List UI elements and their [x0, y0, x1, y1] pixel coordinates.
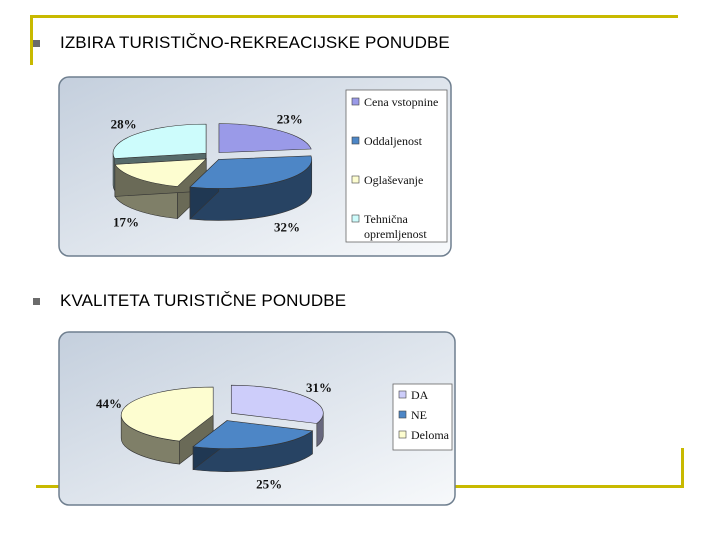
chart-1-legend-cena-vstopnine: Cena vstopnine: [364, 95, 438, 109]
bullet-1-icon: [33, 40, 40, 47]
chart-1-svg: 23% 32% 17% 28% Cena vstopnine Oddaljenost Og…: [58, 76, 452, 257]
chart-1-label-oglasevanje: 17%: [113, 215, 139, 230]
decorative-right-line: [681, 448, 684, 488]
chart-2-legend-swatch-deloma: [398, 430, 407, 439]
chart-1-slice-cena-vstopnine: [218, 123, 312, 153]
chart-1-legend-oddaljenost: Oddaljenost: [364, 134, 423, 148]
chart-1-label-tehnicna-opremljenost: 28%: [111, 116, 137, 131]
chart-2: 31% 25% 44% DA NE Deloma: [58, 331, 458, 508]
chart-1-legend-swatch-oglasevanje: [351, 175, 360, 184]
chart-1-legend-tehnicna-opremljenost: Tehnična opremljenost: [364, 212, 427, 241]
chart-1-label-cena-vstopnine: 23%: [277, 112, 303, 127]
chart-1-slice-oglasevanje: [114, 158, 208, 220]
chart-2-label-ne: 25%: [256, 476, 282, 491]
chart-2-label-deloma: 44%: [96, 396, 122, 411]
decorative-top-line: [30, 15, 678, 18]
bullet-2-icon: [33, 298, 40, 305]
chart-2-background: [58, 331, 456, 506]
chart-2-label-da: 31%: [306, 380, 332, 395]
chart-2-slice-deloma: [120, 386, 214, 465]
chart-1-legend-swatch-tehnicna-opremljenost: [351, 214, 360, 223]
chart-1-legend: [345, 89, 448, 243]
chart-2-legend-swatch-da: [398, 390, 407, 399]
chart-2-legend-deloma: Deloma: [411, 428, 450, 442]
chart-1-slice-oddaljenost: [189, 155, 313, 221]
chart-1-legend-swatch-oddaljenost: [351, 136, 360, 145]
chart-2-slice-da: [230, 384, 324, 448]
chart-2-legend-swatch-ne: [398, 410, 407, 419]
chart-1-legend-oglasevanje: Oglaševanje: [364, 173, 423, 187]
decorative-left-line: [30, 15, 33, 65]
chart-1-legend-swatch-cena-vstopnine: [351, 97, 360, 106]
chart-2-legend-ne: NE: [411, 408, 427, 422]
chart-2-slice-ne: [192, 419, 314, 472]
chart-2-legend-da: DA: [411, 388, 429, 402]
heading-2: KVALITETA TURISTIČNE PONUDBE: [60, 291, 347, 310]
chart-1-label-oddaljenost: 32%: [274, 219, 300, 234]
heading-1: IZBIRA TURISTIČNO-REKREACIJSKE PONUDBE: [60, 33, 450, 52]
chart-2-svg: 31% 25% 44% DA NE Deloma: [58, 331, 456, 506]
chart-1: 23% 32% 17% 28% Cena vstopnine Oddaljenost Og…: [58, 76, 453, 258]
